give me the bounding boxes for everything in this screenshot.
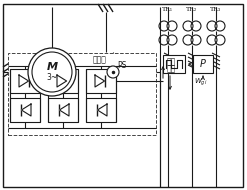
- Text: 3~: 3~: [46, 73, 58, 82]
- Polygon shape: [97, 104, 107, 116]
- Text: M: M: [46, 62, 58, 72]
- Polygon shape: [95, 75, 104, 87]
- Bar: [10, 98, 40, 122]
- Text: 脉冲: 脉冲: [167, 64, 176, 74]
- Text: 相控: 相控: [167, 58, 176, 66]
- Bar: [86, 98, 116, 122]
- Text: P: P: [200, 59, 206, 69]
- Text: 变频器: 变频器: [93, 55, 107, 64]
- Polygon shape: [21, 104, 31, 116]
- Circle shape: [28, 48, 76, 96]
- Bar: [163, 55, 185, 73]
- Circle shape: [107, 66, 119, 78]
- Bar: [48, 98, 78, 122]
- Text: $W_{gi}$: $W_{gi}$: [194, 76, 208, 88]
- Bar: [8, 53, 156, 135]
- Text: TR₃: TR₃: [210, 7, 222, 12]
- Bar: [10, 69, 40, 93]
- Text: TR₁: TR₁: [163, 7, 174, 12]
- Polygon shape: [19, 75, 29, 87]
- Polygon shape: [57, 75, 67, 87]
- Bar: [193, 55, 213, 73]
- Text: PS: PS: [117, 62, 127, 70]
- Text: TR₂: TR₂: [186, 7, 198, 12]
- Circle shape: [32, 52, 72, 92]
- Bar: [48, 69, 78, 93]
- Bar: [86, 69, 116, 93]
- Polygon shape: [59, 104, 69, 116]
